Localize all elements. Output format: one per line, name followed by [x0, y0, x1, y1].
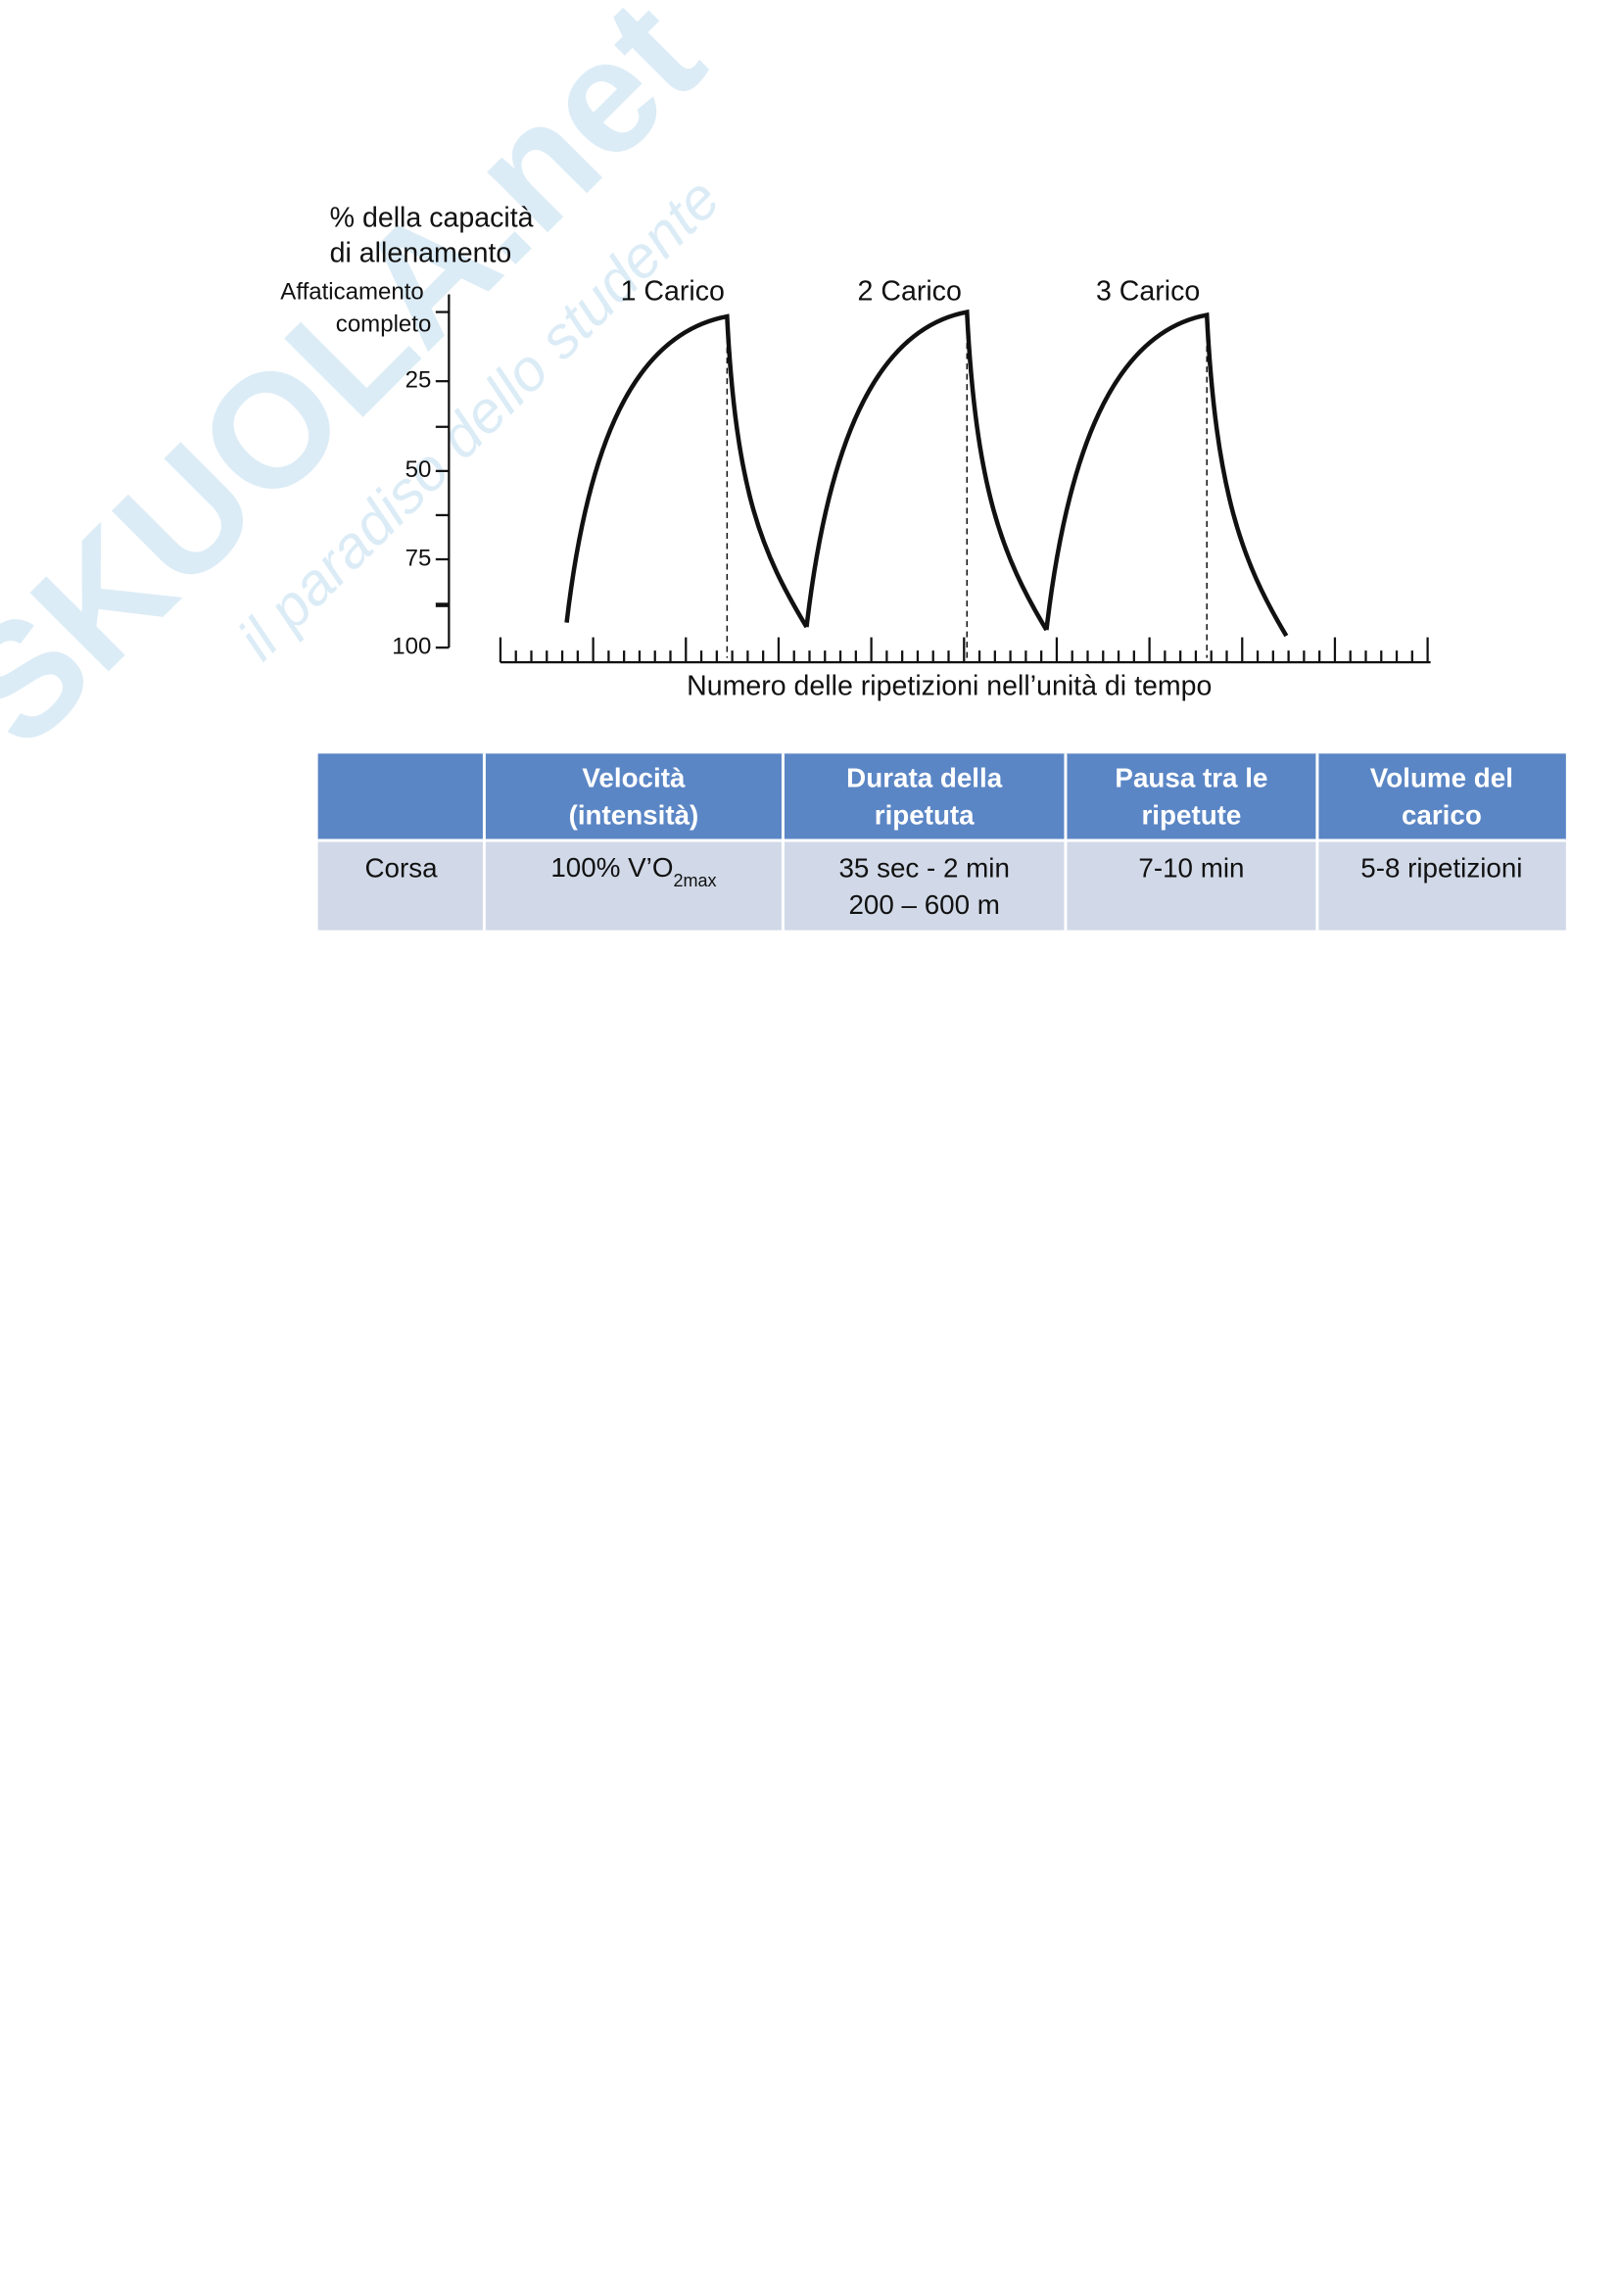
table-cell: 5-8 ripetizioni	[1360, 852, 1522, 883]
table-header-bg	[317, 753, 1566, 841]
table-cell: 200 – 600 m	[848, 889, 999, 920]
y-tick-label: 50	[405, 456, 432, 483]
load-label: 3 Carico	[1096, 276, 1200, 308]
x-axis-title: Numero delle ripetizioni nell’unità di t…	[687, 670, 1212, 701]
table-header-cell: ripetute	[1141, 799, 1241, 830]
y-top-label: Affaticamento	[280, 278, 424, 305]
table-header-cell: (intensità)	[569, 799, 699, 830]
table-header-cell: Volume del	[1370, 763, 1513, 793]
table-cell: 35 sec - 2 min	[838, 852, 1009, 883]
y-tick-label: 25	[405, 367, 432, 394]
y-axis-title: di allenamento	[330, 238, 512, 269]
y-tick-label: 100	[392, 634, 431, 660]
table-header-cell: Durata della	[846, 763, 1003, 793]
y-axis-title: % della capacità	[330, 202, 534, 233]
table-cell: Corsa	[364, 852, 438, 883]
load-label: 1 Carico	[621, 276, 725, 308]
fatigue-curve	[1044, 311, 1289, 638]
fatigue-curve	[564, 313, 809, 629]
cell-text: 100% V’O	[550, 852, 673, 883]
table-row-bg	[317, 840, 1566, 931]
y-tick-label: 75	[405, 545, 432, 571]
y-top-label: completo	[336, 311, 432, 337]
table-header-cell: ripetuta	[875, 799, 975, 830]
cell-subscript: 2max	[673, 871, 716, 890]
table-cell: 100% V’O2max	[550, 852, 716, 889]
table-cell: 7-10 min	[1138, 852, 1244, 883]
fatigue-curve	[804, 309, 1049, 632]
table-header-cell: Pausa tra le	[1115, 763, 1267, 793]
load-label: 2 Carico	[858, 276, 962, 308]
table-header-cell: Velocità	[582, 763, 686, 793]
table-header-cell: carico	[1402, 799, 1482, 830]
